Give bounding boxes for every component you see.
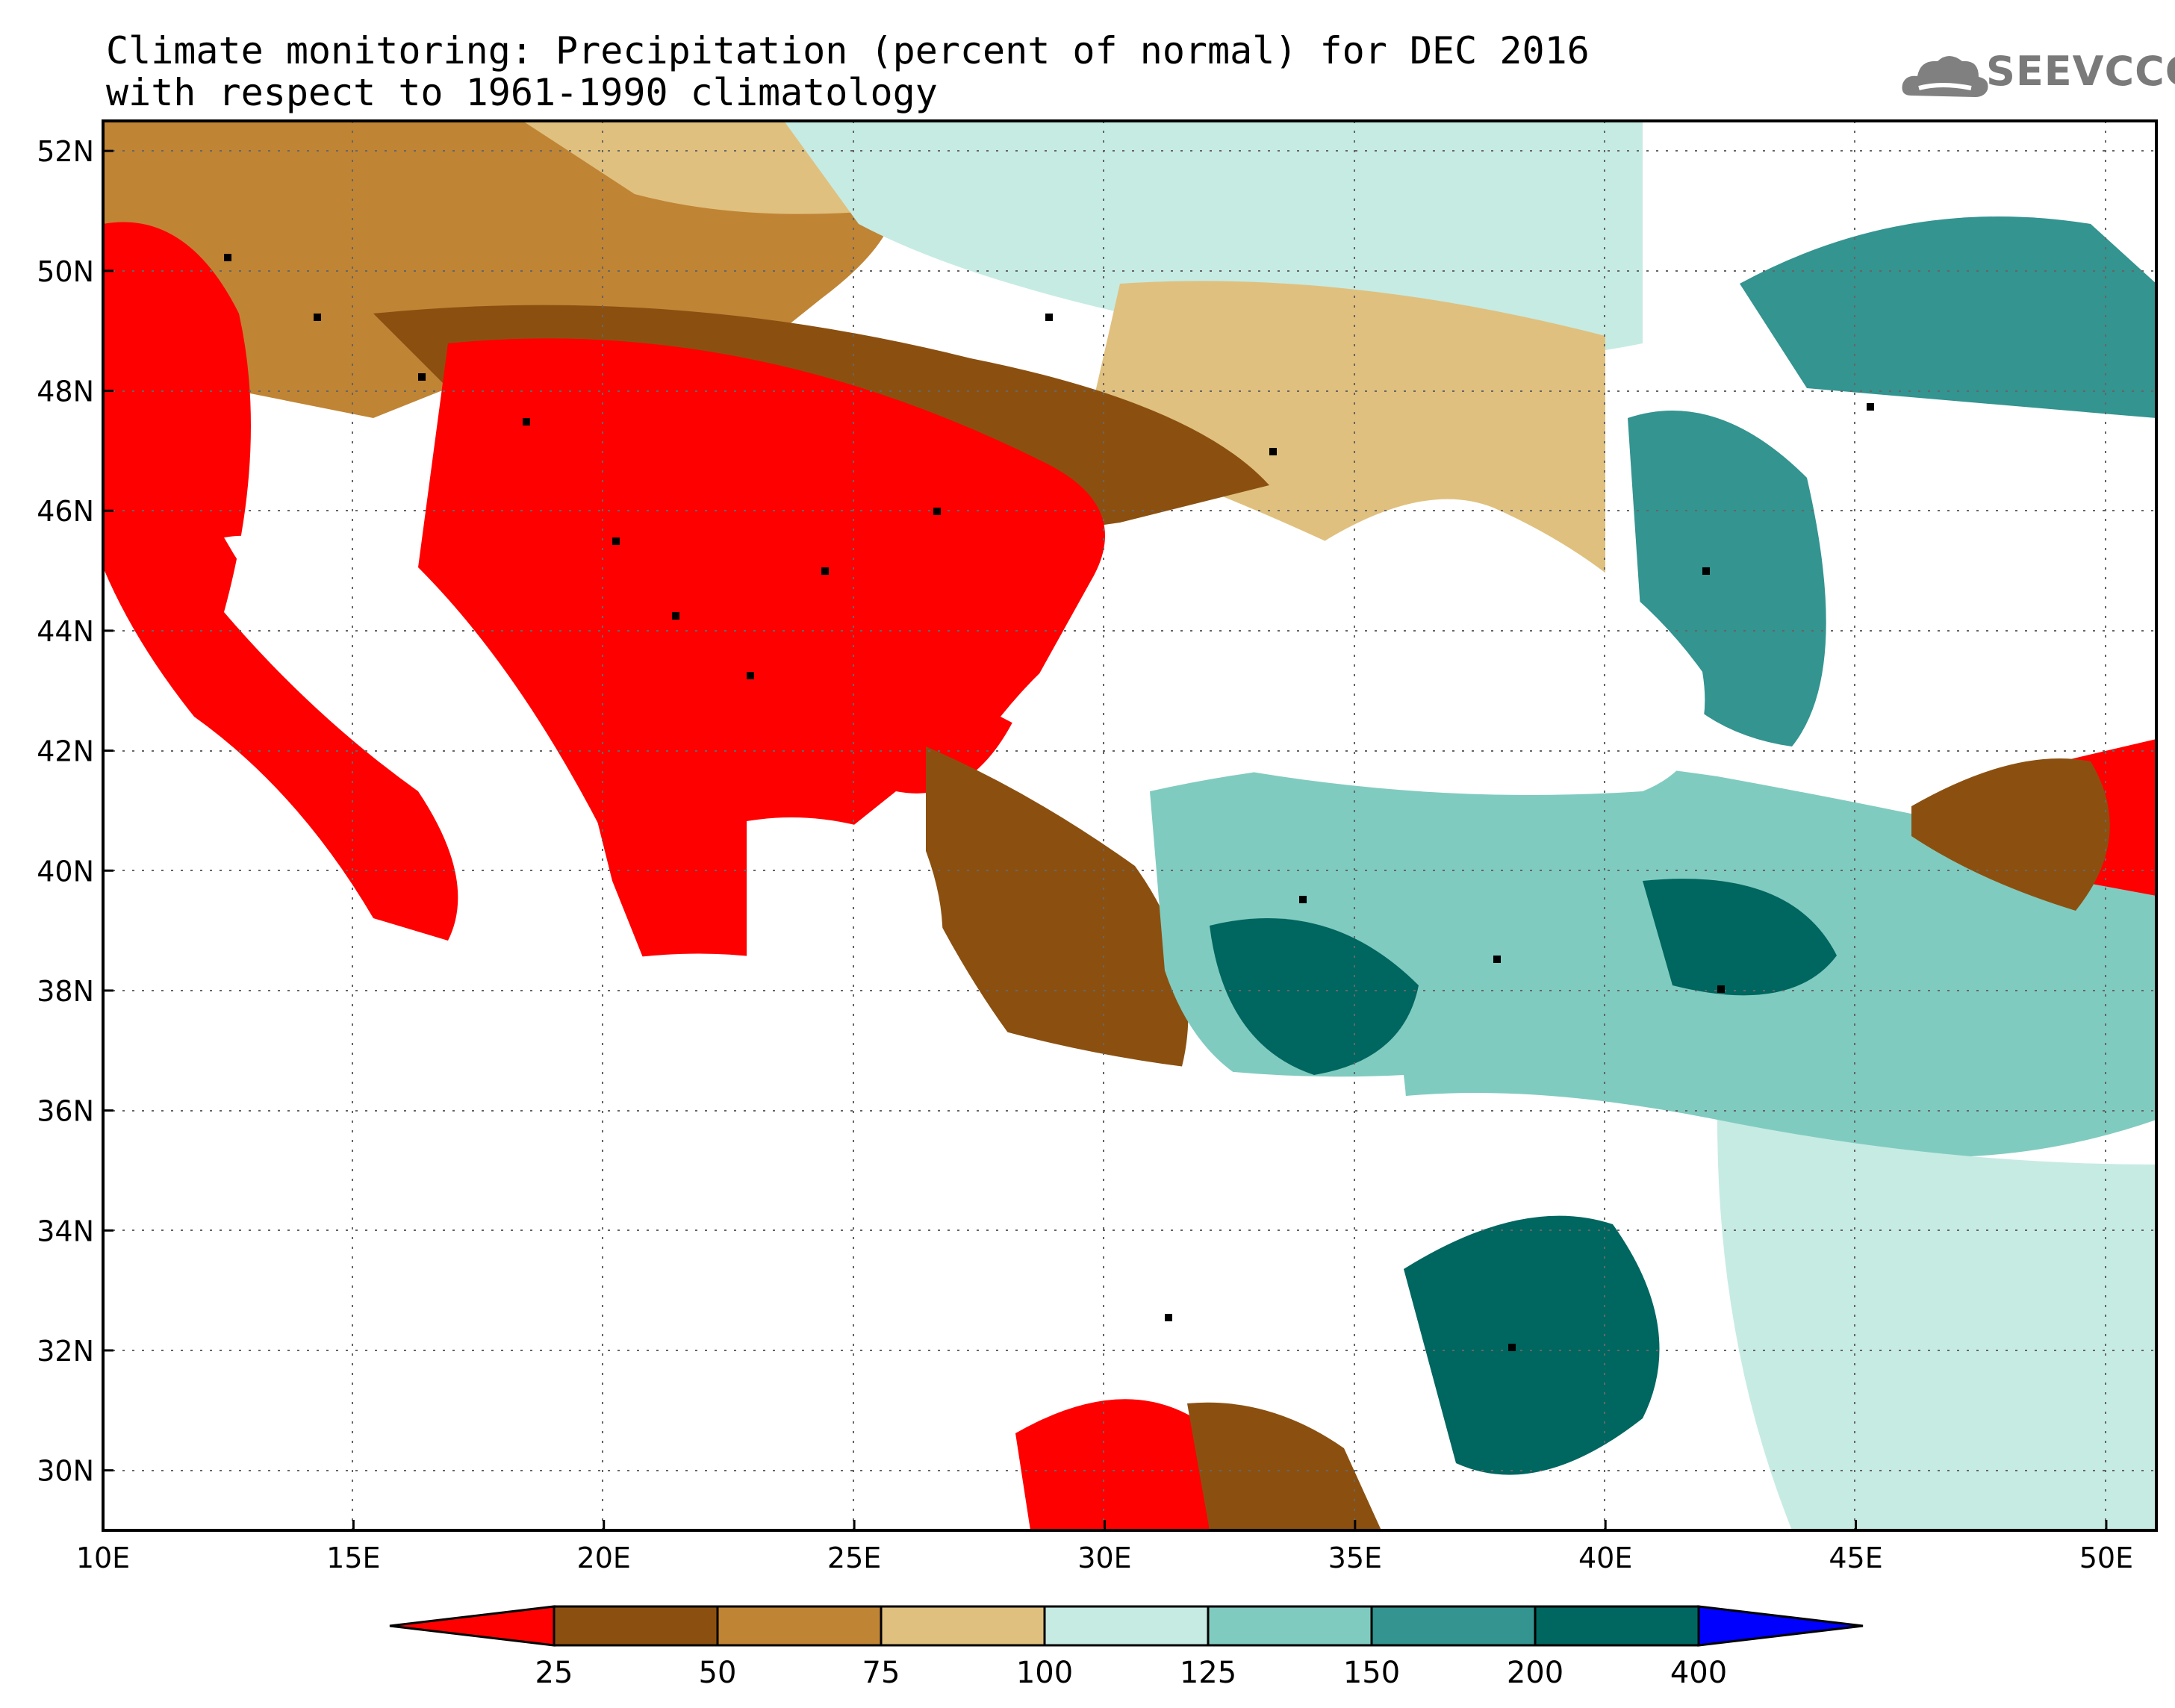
colorbar-label: 100	[1016, 1656, 1073, 1690]
colorbar-segment	[1043, 1605, 1210, 1647]
colorbar-label: 200	[1507, 1656, 1563, 1690]
map-subtitle: with respect to 1961-1990 climatology	[106, 71, 938, 114]
station-markers	[224, 254, 1874, 1351]
lat-tick-label: 36N	[37, 1095, 94, 1128]
lon-tick-label: 30E	[1077, 1542, 1131, 1574]
lat-tick-label: 40N	[37, 855, 94, 888]
egypt-brown-region	[1187, 1402, 1381, 1530]
lon-tick-label: 35E	[1328, 1542, 1382, 1574]
lat-tick-label: 52N	[37, 135, 94, 168]
lat-tick-label: 44N	[37, 615, 94, 648]
lat-tick-label: 30N	[37, 1455, 94, 1488]
caspian-brown-region	[1911, 758, 2110, 911]
lat-tick-label: 50N	[37, 255, 94, 288]
logo-text: SEEVCCC	[1986, 48, 2175, 95]
lat-tick-label: 46N	[37, 495, 94, 528]
turkey-dark-teal-region	[1210, 918, 1419, 1075]
lon-tick-label: 20E	[577, 1542, 631, 1574]
aegean-sea	[747, 817, 943, 1062]
lon-tick-label: 50E	[2079, 1542, 2133, 1574]
colorbar-label: 25	[535, 1656, 573, 1690]
sahara-blank	[103, 1284, 1015, 1530]
lat-tick-label: 48N	[37, 375, 94, 408]
colorbar-segment	[880, 1605, 1046, 1647]
levant-dark-region	[1404, 1215, 1660, 1475]
colorbar-segment	[716, 1605, 883, 1647]
lon-tick-label: 40E	[1578, 1542, 1632, 1574]
latitude-axis: 52N 50N 48N 46N 44N 42N 40N 38N 36N 34N 32N 30N	[37, 135, 113, 1488]
colorbar-legend: 25 50 75 100 125 150 200 400	[389, 1605, 1864, 1690]
colorbar-label: 150	[1343, 1656, 1400, 1690]
black-sea	[1001, 499, 1705, 795]
colorbar-segment	[389, 1605, 556, 1647]
colorbar-label: 75	[862, 1656, 900, 1690]
plot-frame	[102, 119, 2158, 1532]
colorbar-label: 50	[699, 1656, 737, 1690]
russia-teal-region	[1740, 216, 2156, 418]
lon-tick-label: 25E	[827, 1542, 881, 1574]
longitude-axis: 10E 15E 20E 25E 30E 35E 40E 45E 50E	[76, 1520, 2133, 1574]
seevccc-cloud-logo-icon	[1902, 56, 1988, 97]
lat-tick-label: 42N	[37, 735, 94, 768]
lat-tick-label: 32N	[37, 1335, 94, 1368]
anatomy-west-brown-region	[926, 747, 1189, 1097]
turkey-teal-region	[1150, 757, 2156, 1157]
mediterranean-sea	[103, 953, 1407, 1359]
map-title: Climate monitoring: Precipitation (perce…	[106, 29, 1590, 72]
colorbar-label: 400	[1670, 1656, 1727, 1690]
iraq-light-region	[1717, 1120, 2156, 1530]
lat-tick-label: 34N	[37, 1215, 94, 1247]
colorbar-segment	[553, 1605, 719, 1647]
colorbar-segment	[1534, 1605, 1700, 1647]
colorbar-segment	[1697, 1605, 1864, 1647]
colorbar-label: 125	[1180, 1656, 1236, 1690]
lat-tick-label: 38N	[37, 975, 94, 1008]
italy-red-region	[103, 222, 458, 941]
lon-tick-label: 45E	[1829, 1542, 1882, 1574]
colorbar-segment	[1370, 1605, 1537, 1647]
lon-tick-label: 15E	[326, 1542, 380, 1574]
gridlines	[103, 121, 2156, 1530]
lon-tick-label: 10E	[76, 1542, 130, 1574]
adriatic-sea	[224, 535, 582, 866]
colorbar-segment	[1207, 1605, 1373, 1647]
east-turkey-dark-region	[1643, 879, 1837, 996]
egypt-red-region	[1015, 1399, 1210, 1530]
